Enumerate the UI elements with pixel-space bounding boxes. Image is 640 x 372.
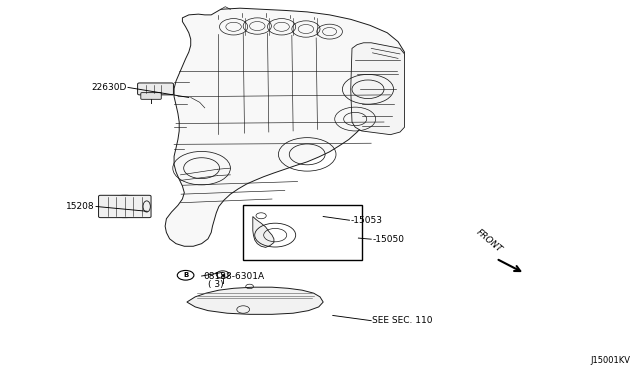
Text: B: B xyxy=(183,272,188,278)
FancyBboxPatch shape xyxy=(99,195,151,218)
Bar xyxy=(243,205,362,260)
Text: 22630D: 22630D xyxy=(92,83,127,92)
Polygon shape xyxy=(351,43,404,135)
Text: -15050: -15050 xyxy=(372,235,404,244)
Polygon shape xyxy=(187,287,323,314)
FancyBboxPatch shape xyxy=(141,93,161,99)
Text: -15053: -15053 xyxy=(351,216,383,225)
Text: J15001KV: J15001KV xyxy=(590,356,630,365)
Polygon shape xyxy=(253,217,274,247)
Text: SEE SEC. 110: SEE SEC. 110 xyxy=(372,316,433,325)
Text: 08188-6301A: 08188-6301A xyxy=(204,272,265,280)
Polygon shape xyxy=(165,8,404,246)
Text: ( 3): ( 3) xyxy=(208,280,223,289)
Text: 15208: 15208 xyxy=(66,202,95,211)
FancyBboxPatch shape xyxy=(138,83,173,95)
Text: FRONT: FRONT xyxy=(475,228,504,254)
